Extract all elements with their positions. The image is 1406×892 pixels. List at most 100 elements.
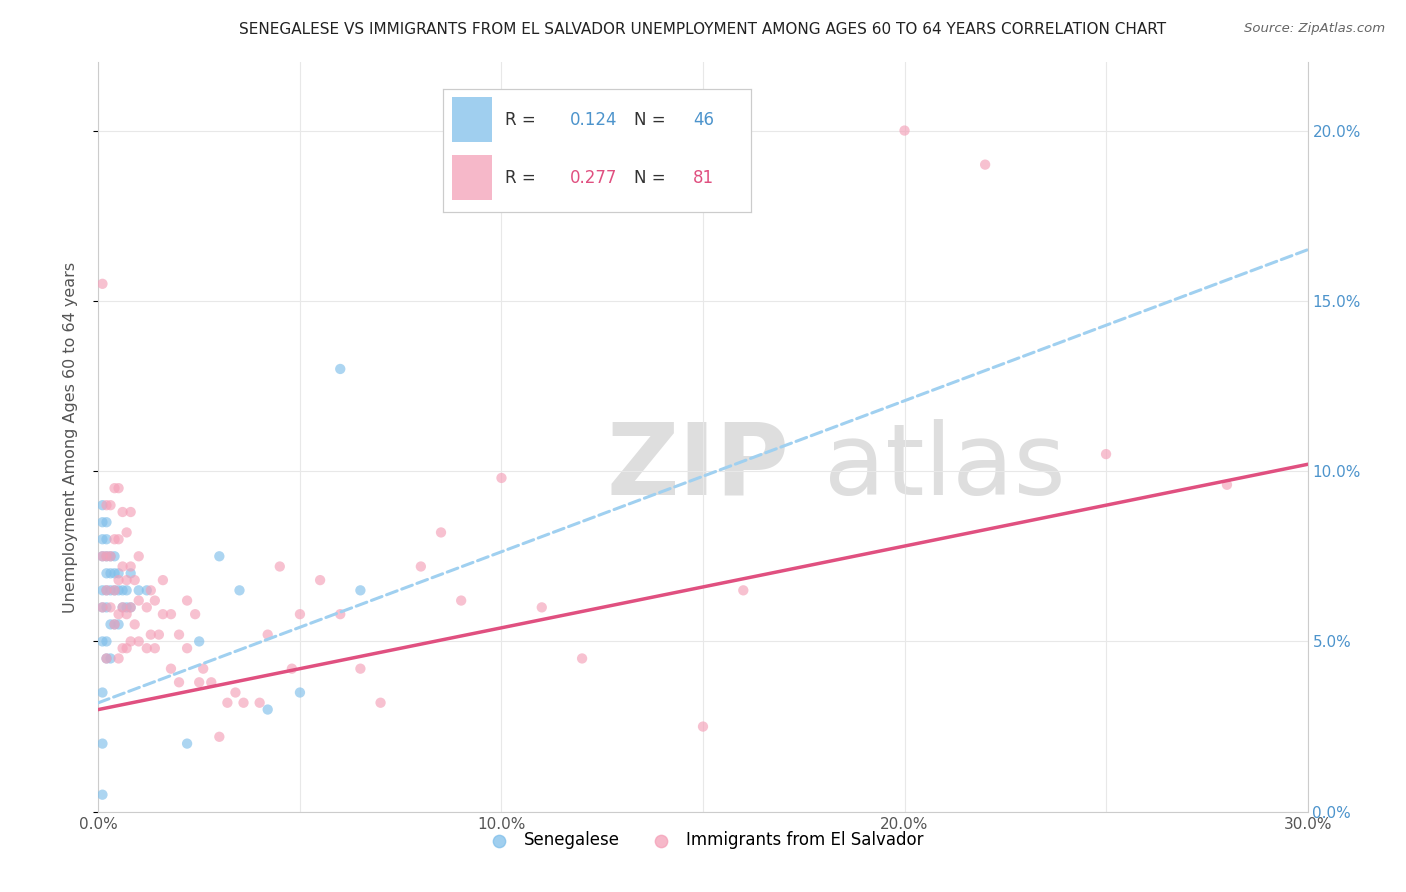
Point xyxy=(103,583,125,598)
Point xyxy=(256,627,278,641)
Point xyxy=(160,607,183,622)
Point xyxy=(349,662,371,676)
Text: atlas: atlas xyxy=(824,418,1066,516)
Point xyxy=(91,533,114,547)
Point xyxy=(409,559,432,574)
Point xyxy=(100,549,122,564)
Point xyxy=(329,362,352,376)
Legend: Senegalese, Immigrants from El Salvador: Senegalese, Immigrants from El Salvador xyxy=(475,824,931,855)
Point xyxy=(188,675,211,690)
Point xyxy=(124,573,146,587)
Point xyxy=(96,549,118,564)
Point xyxy=(176,593,198,607)
Point xyxy=(91,515,114,529)
Point xyxy=(100,617,122,632)
Point xyxy=(100,549,122,564)
Point xyxy=(91,788,114,802)
Point xyxy=(974,158,997,172)
Point xyxy=(96,634,118,648)
Point xyxy=(115,641,138,656)
Point xyxy=(91,498,114,512)
Point xyxy=(135,600,157,615)
Point xyxy=(152,573,174,587)
Point xyxy=(91,737,114,751)
Point xyxy=(228,583,250,598)
Point xyxy=(491,471,513,485)
Point xyxy=(1095,447,1118,461)
Point xyxy=(96,566,118,581)
Point xyxy=(692,720,714,734)
Point xyxy=(309,573,332,587)
Point xyxy=(103,533,125,547)
Point xyxy=(120,600,142,615)
Point xyxy=(91,600,114,615)
Text: Source: ZipAtlas.com: Source: ZipAtlas.com xyxy=(1244,22,1385,36)
Point xyxy=(100,600,122,615)
Point xyxy=(120,600,142,615)
Point xyxy=(256,702,278,716)
Point xyxy=(571,651,593,665)
Point xyxy=(148,627,170,641)
Point xyxy=(91,549,114,564)
Point xyxy=(135,641,157,656)
Point xyxy=(733,583,755,598)
Point xyxy=(120,634,142,648)
Point xyxy=(96,583,118,598)
Point xyxy=(103,617,125,632)
Point xyxy=(188,634,211,648)
Point xyxy=(128,634,150,648)
Point xyxy=(184,607,207,622)
Point xyxy=(91,583,114,598)
Point xyxy=(91,634,114,648)
Point xyxy=(143,593,166,607)
Text: ZIP: ZIP xyxy=(606,418,789,516)
Text: SENEGALESE VS IMMIGRANTS FROM EL SALVADOR UNEMPLOYMENT AMONG AGES 60 TO 64 YEARS: SENEGALESE VS IMMIGRANTS FROM EL SALVADO… xyxy=(239,22,1167,37)
Point xyxy=(96,515,118,529)
Point xyxy=(430,525,453,540)
Point xyxy=(152,607,174,622)
Point xyxy=(128,593,150,607)
Point xyxy=(176,737,198,751)
Point xyxy=(103,549,125,564)
Point xyxy=(107,651,129,665)
Point xyxy=(124,617,146,632)
Point xyxy=(115,583,138,598)
Point xyxy=(135,583,157,598)
Point xyxy=(103,481,125,495)
Point xyxy=(96,651,118,665)
Point xyxy=(103,583,125,598)
Point xyxy=(269,559,291,574)
Point xyxy=(128,549,150,564)
Point xyxy=(111,559,134,574)
Point xyxy=(107,583,129,598)
Point xyxy=(96,583,118,598)
Point xyxy=(176,641,198,656)
Point xyxy=(193,662,215,676)
Point xyxy=(139,627,162,641)
Point xyxy=(120,559,142,574)
Point xyxy=(115,525,138,540)
Point xyxy=(143,641,166,656)
Point xyxy=(224,685,246,699)
Point xyxy=(96,549,118,564)
Point xyxy=(115,600,138,615)
Point xyxy=(208,730,231,744)
Point xyxy=(200,675,222,690)
Point xyxy=(115,607,138,622)
Point xyxy=(288,685,311,699)
Point xyxy=(530,600,553,615)
Point xyxy=(103,617,125,632)
Point xyxy=(1216,477,1239,491)
Point xyxy=(107,617,129,632)
Point xyxy=(91,685,114,699)
Point xyxy=(160,662,183,676)
Point xyxy=(120,505,142,519)
Point xyxy=(107,533,129,547)
Point xyxy=(91,277,114,291)
Point xyxy=(96,600,118,615)
Point xyxy=(96,498,118,512)
Point xyxy=(281,662,304,676)
Point xyxy=(91,600,114,615)
Point xyxy=(217,696,239,710)
Point xyxy=(96,651,118,665)
